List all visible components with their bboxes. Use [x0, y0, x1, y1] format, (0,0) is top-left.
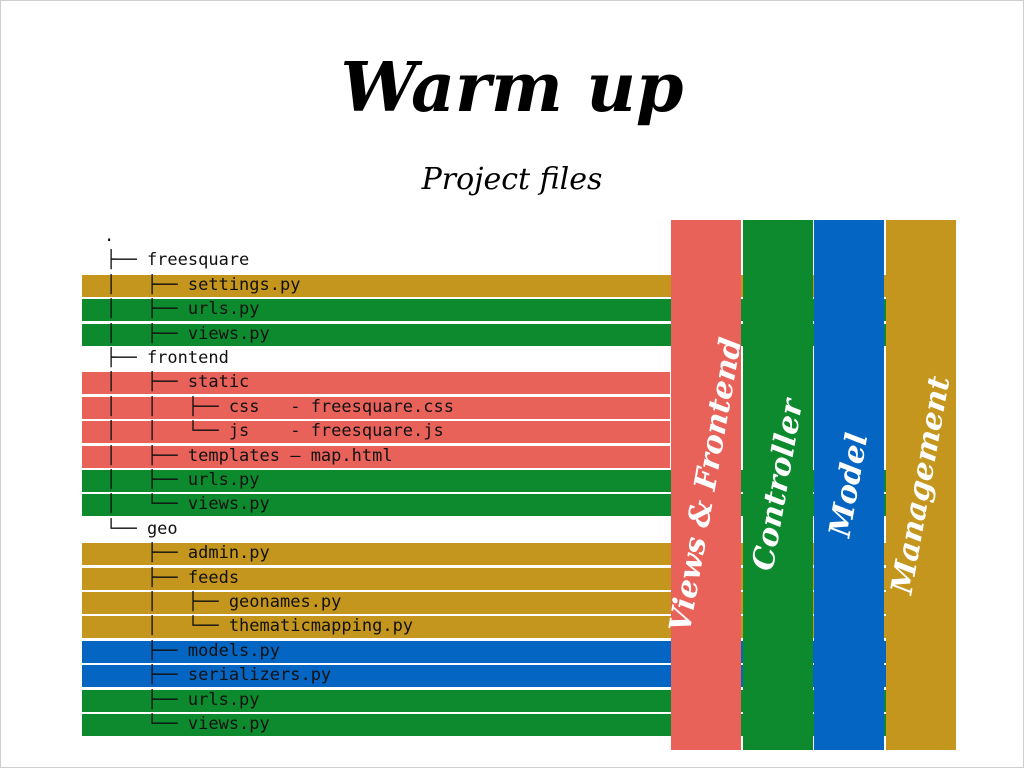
- tree-line: │ ├── views.py: [106, 323, 270, 344]
- column-controller: Controller: [743, 220, 813, 750]
- tree-line: │ │ ├── css - freesquare.css: [106, 396, 454, 417]
- tree-line: │ ├── static: [106, 372, 250, 393]
- column-label: Model: [822, 430, 876, 540]
- row-band-views-frontend: [82, 372, 670, 395]
- row-band-views-frontend: [82, 421, 670, 444]
- column-label: Views & Frontend: [662, 335, 750, 635]
- tree-line: │ ├── settings.py: [106, 274, 301, 295]
- tree-line: └── geo: [106, 518, 178, 539]
- slide-subtitle: Project files: [421, 162, 603, 197]
- row-band-views-frontend: [82, 396, 670, 419]
- tree-line: ├── feeds: [106, 567, 240, 588]
- tree-line: ├── frontend: [106, 348, 229, 368]
- tree-line: │ ├── geonames.py: [106, 592, 342, 612]
- tree-line: ├── urls.py: [106, 689, 260, 710]
- tree-line: ├── freesquare: [106, 250, 250, 271]
- tree-line: ├── serializers.py: [106, 665, 332, 686]
- tree-line: │ ├── urls.py: [106, 470, 260, 490]
- column-label: Controller: [745, 396, 811, 574]
- column-views-frontend: Views & Frontend: [663, 220, 749, 750]
- tree-line: │ ├── urls.py: [106, 299, 260, 320]
- tree-line: │ └── thematicmapping.py: [106, 616, 414, 637]
- column-management: Management: [884, 220, 958, 750]
- tree-line: ├── models.py: [106, 640, 280, 661]
- column-model: Model: [814, 220, 884, 750]
- column-label: Management: [884, 373, 958, 597]
- tree-line: ├── admin.py: [106, 543, 270, 564]
- row-band-views-frontend: [82, 445, 670, 468]
- tree-line: │ │ └── js - freesquare.js: [106, 421, 444, 442]
- slide-title: Warm up: [340, 48, 684, 128]
- tree-line: │ ├── templates – map.html: [106, 445, 393, 466]
- tree-line: │ └── views.py: [106, 494, 270, 515]
- tree-line: .: [104, 226, 115, 246]
- tree-line: └── views.py: [106, 714, 270, 734]
